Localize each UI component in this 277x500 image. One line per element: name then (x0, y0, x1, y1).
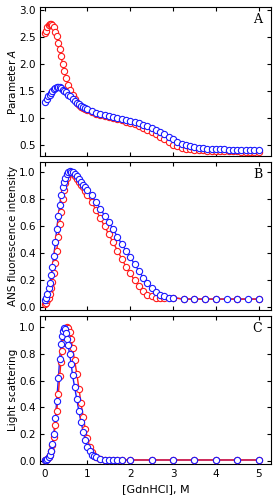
Y-axis label: ANS fluorescence intensity: ANS fluorescence intensity (8, 166, 18, 306)
Text: B: B (253, 168, 262, 180)
Text: A: A (253, 14, 262, 26)
X-axis label: [GdnHCl], M: [GdnHCl], M (122, 484, 190, 494)
Y-axis label: Light scattering: Light scattering (8, 349, 18, 431)
Y-axis label: Parameter $\mathit{A}$: Parameter $\mathit{A}$ (6, 48, 17, 114)
Text: C: C (253, 322, 262, 335)
